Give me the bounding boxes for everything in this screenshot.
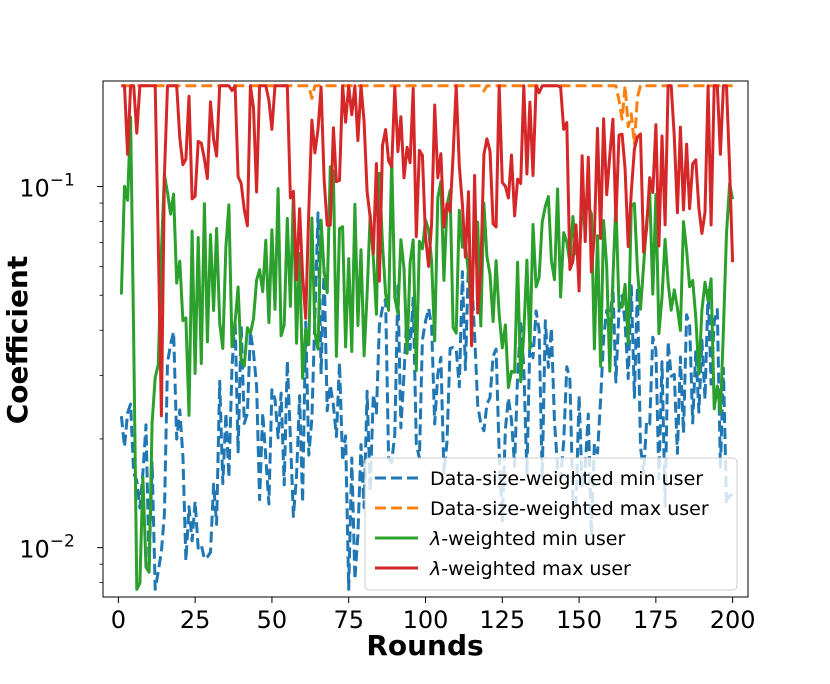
series-line (121, 84, 735, 418)
y-axis: 10−2 10−1 (19, 171, 103, 584)
x-tick-label: 150 (556, 606, 602, 634)
x-tick-label: 50 (257, 606, 288, 634)
legend-label: Data-size-weighted min user (430, 468, 703, 490)
x-tick-label: 200 (710, 606, 756, 634)
x-tick-label: 175 (633, 606, 679, 634)
plot-lines (119, 84, 735, 591)
y-tick-label: 10−2 (19, 532, 75, 564)
series-line (119, 211, 734, 591)
x-axis-title: Rounds (366, 629, 483, 662)
x-axis: 0 25 50 75 100 125 150 175 200 (111, 597, 756, 634)
x-tick-label: 25 (180, 606, 211, 634)
legend-label: λ-weighted min user (429, 528, 625, 550)
x-tick-label: 75 (333, 606, 364, 634)
legend-label: Data-size-weighted max user (430, 498, 709, 520)
x-tick-label: 125 (479, 606, 525, 634)
series-line (119, 115, 735, 591)
x-tick-label: 100 (403, 606, 449, 634)
legend-label: λ-weighted max user (429, 558, 631, 580)
legend-box (364, 457, 738, 591)
legend: Data-size-weighted min user Data-size-wei… (364, 457, 738, 591)
x-tick-label: 0 (111, 606, 126, 634)
y-tick-label: 10−1 (19, 171, 75, 203)
y-axis-title: Coefficient (1, 256, 34, 425)
